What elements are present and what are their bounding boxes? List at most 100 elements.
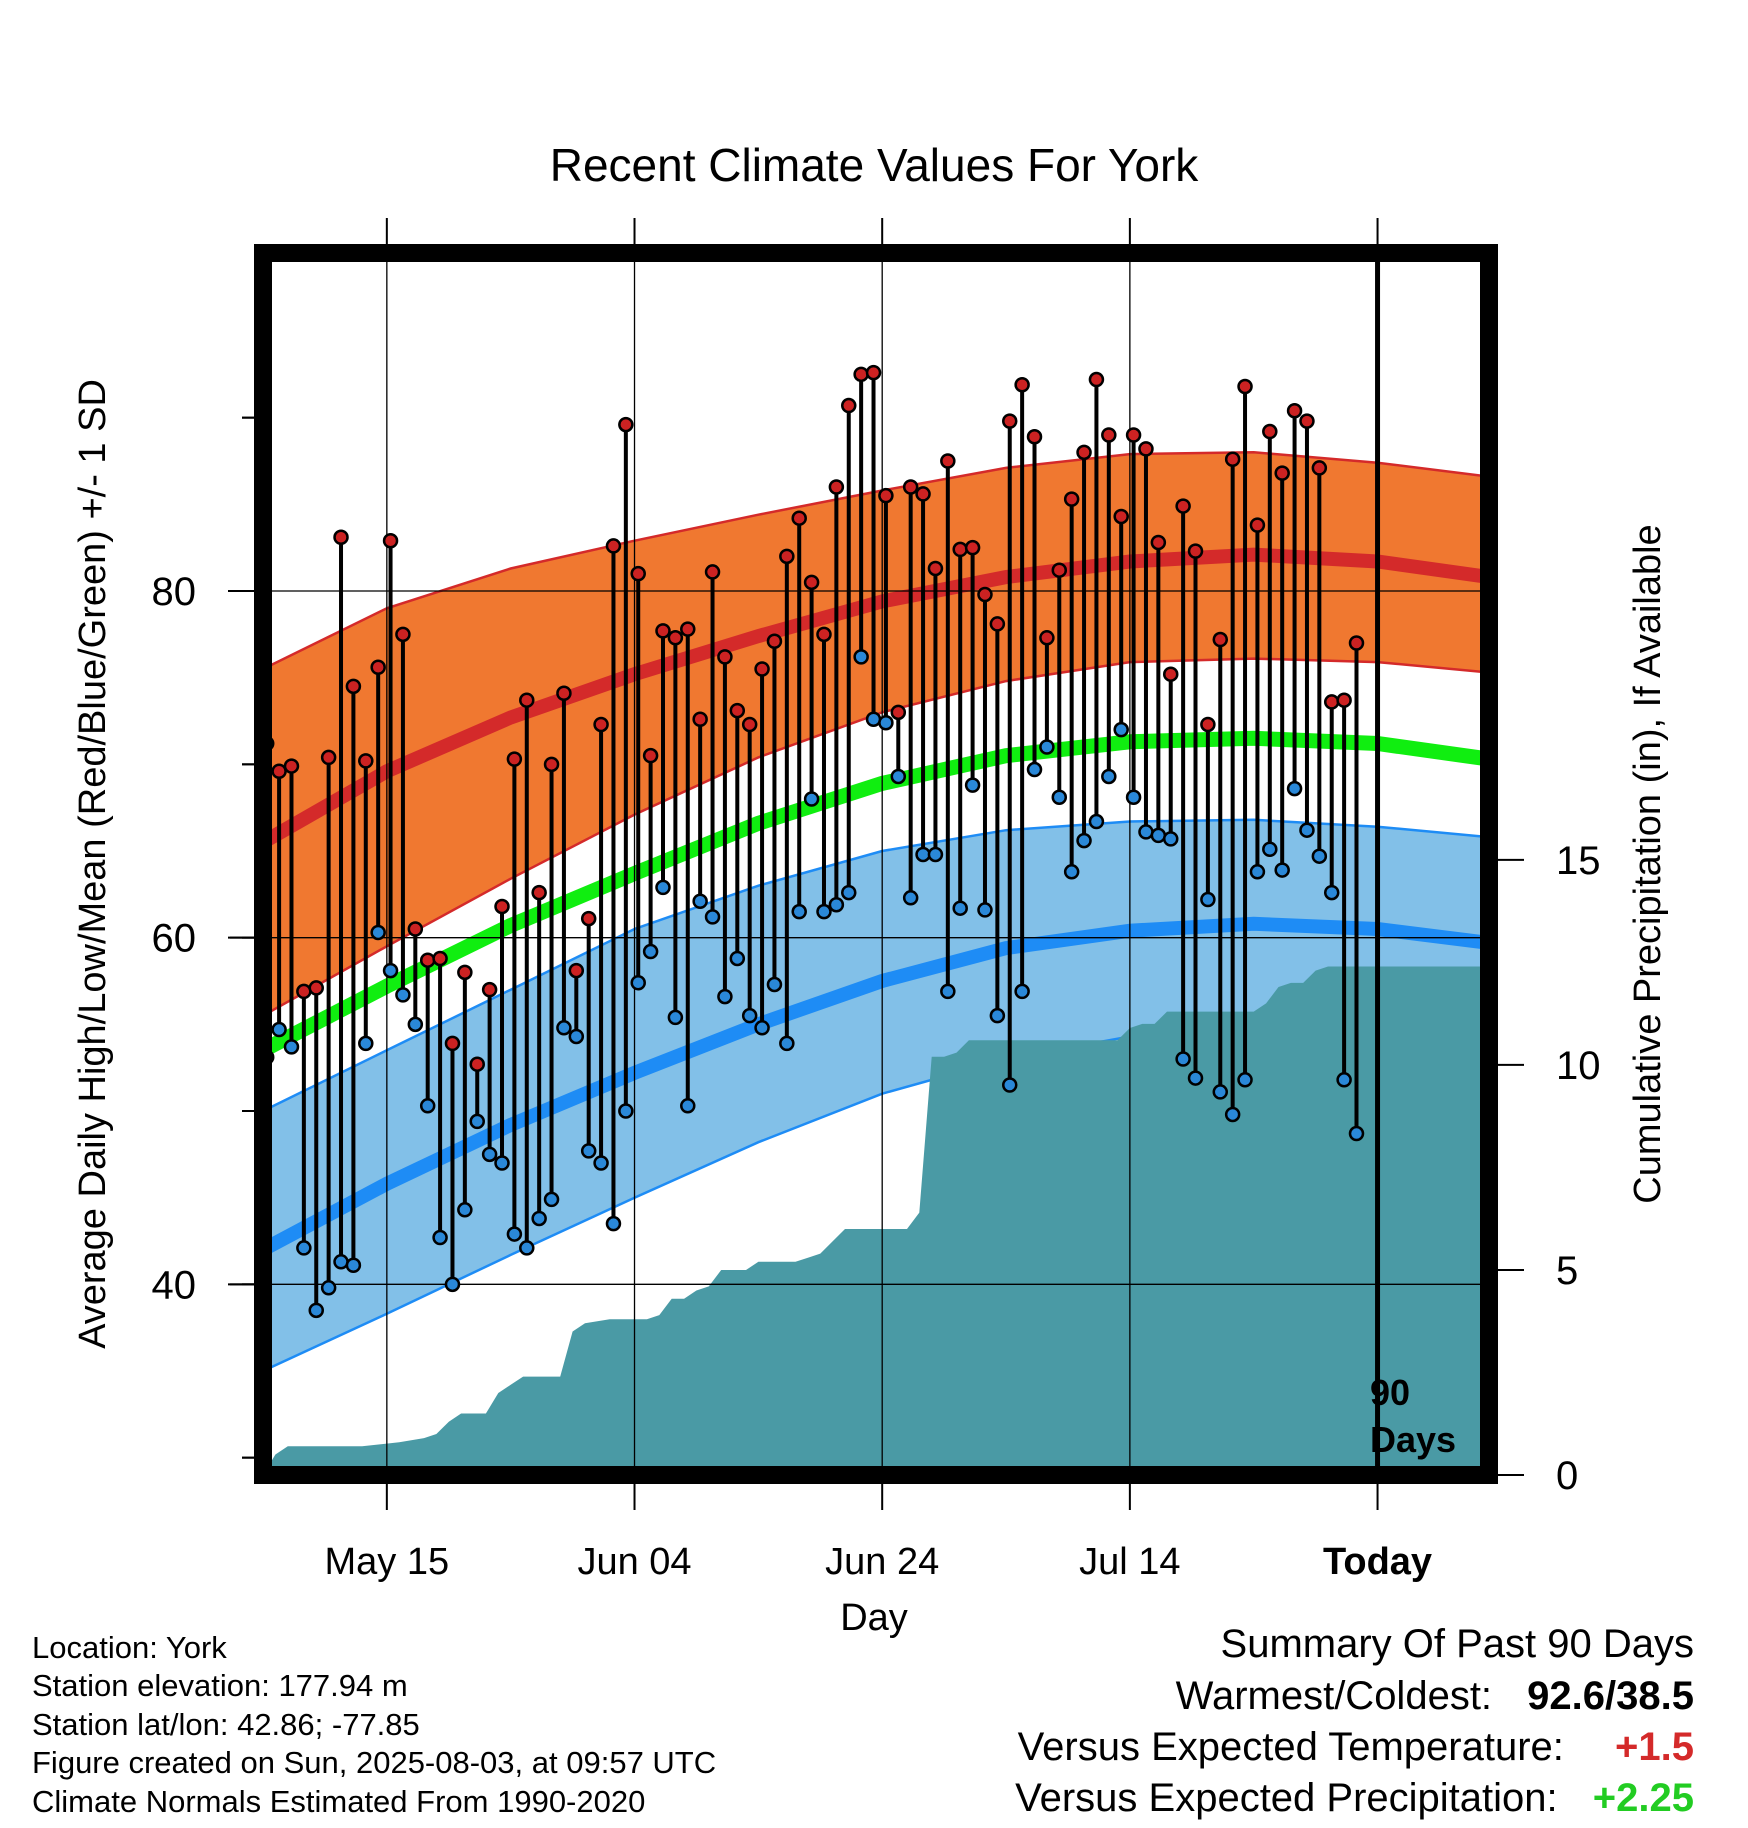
daily-high-point	[296, 983, 312, 1000]
x-tick-label: Today	[1323, 1541, 1432, 1583]
daily-low-point	[481, 1146, 498, 1163]
daily-high-point	[766, 633, 783, 650]
daily-high-point	[915, 486, 931, 502]
daily-high-point	[1026, 428, 1043, 445]
daily-low-point	[791, 903, 807, 920]
daily-low-point	[1001, 1077, 1018, 1093]
daily-high-point	[481, 981, 498, 998]
daily-low-point	[1336, 1072, 1352, 1088]
daily-high-point	[964, 539, 981, 556]
daily-low-point	[543, 1191, 560, 1208]
daily-high-point	[828, 479, 845, 495]
daily-low-point	[506, 1226, 523, 1242]
x-tick-label: May 15	[325, 1541, 450, 1583]
daily-high-point	[1237, 378, 1253, 395]
daily-low-point	[680, 1098, 696, 1114]
daily-low-point	[283, 1039, 300, 1055]
axis-ticks	[228, 218, 1524, 1510]
daily-low-point	[717, 988, 733, 1005]
footer-latlon: Station lat/lon: 42.86; -77.85	[32, 1707, 420, 1742]
plot-frame	[254, 244, 1498, 1484]
daily-low-point	[1175, 1051, 1191, 1067]
daily-low-point	[395, 987, 411, 1003]
daily-low-point	[1051, 789, 1068, 806]
summary-temperature: Versus Expected Temperature: +1.5	[1018, 1725, 1694, 1770]
daily-low-point	[704, 909, 721, 925]
summary-warm-cold: Warmest/Coldest: 92.6/38.5	[1176, 1674, 1694, 1719]
daily-low-point	[902, 890, 919, 906]
daily-low-point	[642, 943, 659, 960]
daily-high-point	[717, 649, 733, 665]
gridlines	[263, 253, 1489, 1475]
daily-low-point	[816, 903, 832, 920]
daily-high-point	[1212, 631, 1229, 648]
daily-high-point	[878, 487, 894, 504]
daily-high-point	[271, 763, 287, 780]
daily-high-point	[1323, 694, 1340, 710]
daily-low-point	[370, 924, 386, 941]
daily-high-point	[1125, 427, 1142, 443]
daily-low-point	[1101, 768, 1117, 785]
temp-label: Versus Expected Temperature:	[1017, 1725, 1564, 1769]
daily-high-point	[519, 692, 535, 708]
daily-low-point	[741, 1007, 758, 1024]
daily-high-point	[1200, 716, 1216, 733]
daily-low-point	[1026, 761, 1043, 778]
daily-low-point	[1162, 831, 1179, 847]
daily-low-point	[667, 1009, 684, 1026]
daily-high-point	[1088, 371, 1105, 388]
daily-low-point	[432, 1229, 448, 1246]
daily-low-point	[296, 1240, 312, 1256]
daily-low-point	[382, 962, 399, 979]
y-right-tick-label: 10	[1556, 1044, 1601, 1088]
daily-low-point	[407, 1016, 424, 1033]
daily-low-point	[444, 1276, 461, 1293]
daily-low-point	[1311, 848, 1328, 864]
daily-low-point	[1125, 789, 1142, 806]
daily-low-point	[915, 846, 931, 863]
daily-high-point	[506, 751, 523, 767]
daily-low-point	[1323, 884, 1340, 901]
daily-high-point	[618, 416, 634, 433]
daily-high-point	[704, 564, 721, 580]
footer-normals: Climate Normals Estimated From 1990-2020	[32, 1784, 646, 1819]
daily-high-point	[543, 756, 560, 773]
daily-high-point	[494, 898, 510, 915]
daily-low-point	[989, 1007, 1006, 1024]
x-tick-label: Jul 14	[1079, 1541, 1180, 1583]
y-left-tick-label: 60	[152, 917, 197, 961]
daily-high-point	[308, 980, 325, 996]
daily-high-point	[940, 453, 956, 469]
daily-high-point	[803, 574, 820, 591]
daily-low-point	[940, 983, 956, 1000]
daily-high-point	[841, 397, 857, 414]
daily-high-point	[419, 952, 436, 968]
daily-high-point	[605, 538, 622, 554]
daily-low-point	[630, 974, 646, 991]
daily-low-point	[1113, 721, 1129, 738]
daily-high-point	[593, 716, 609, 733]
daily-high-point	[1262, 423, 1278, 440]
summary-heading: Summary Of Past 90 Days	[1220, 1622, 1694, 1666]
x-axis-label: Day	[840, 1597, 908, 1639]
daily-high-point	[816, 626, 832, 643]
daily-low-point	[692, 893, 708, 910]
daily-high-point	[457, 964, 473, 981]
daily-low-point	[655, 879, 671, 896]
daily-high-point	[890, 704, 907, 721]
daily-high-point	[469, 1056, 485, 1072]
daily-high-point	[779, 548, 795, 565]
daily-low-point	[1150, 827, 1167, 844]
daily-high-point	[370, 659, 386, 676]
daily-low-point	[556, 1020, 572, 1036]
daily-high-point	[989, 616, 1006, 632]
daily-low-point	[1299, 822, 1315, 838]
daily-high-point	[1150, 534, 1167, 551]
daily-low-point	[766, 976, 783, 993]
daily-temperature-bars	[263, 364, 1365, 1319]
daily-high-point	[1187, 543, 1204, 559]
daily-high-point	[1101, 427, 1117, 443]
daily-high-point	[407, 921, 424, 937]
daily-low-point	[593, 1155, 609, 1171]
daily-low-point	[605, 1215, 622, 1232]
